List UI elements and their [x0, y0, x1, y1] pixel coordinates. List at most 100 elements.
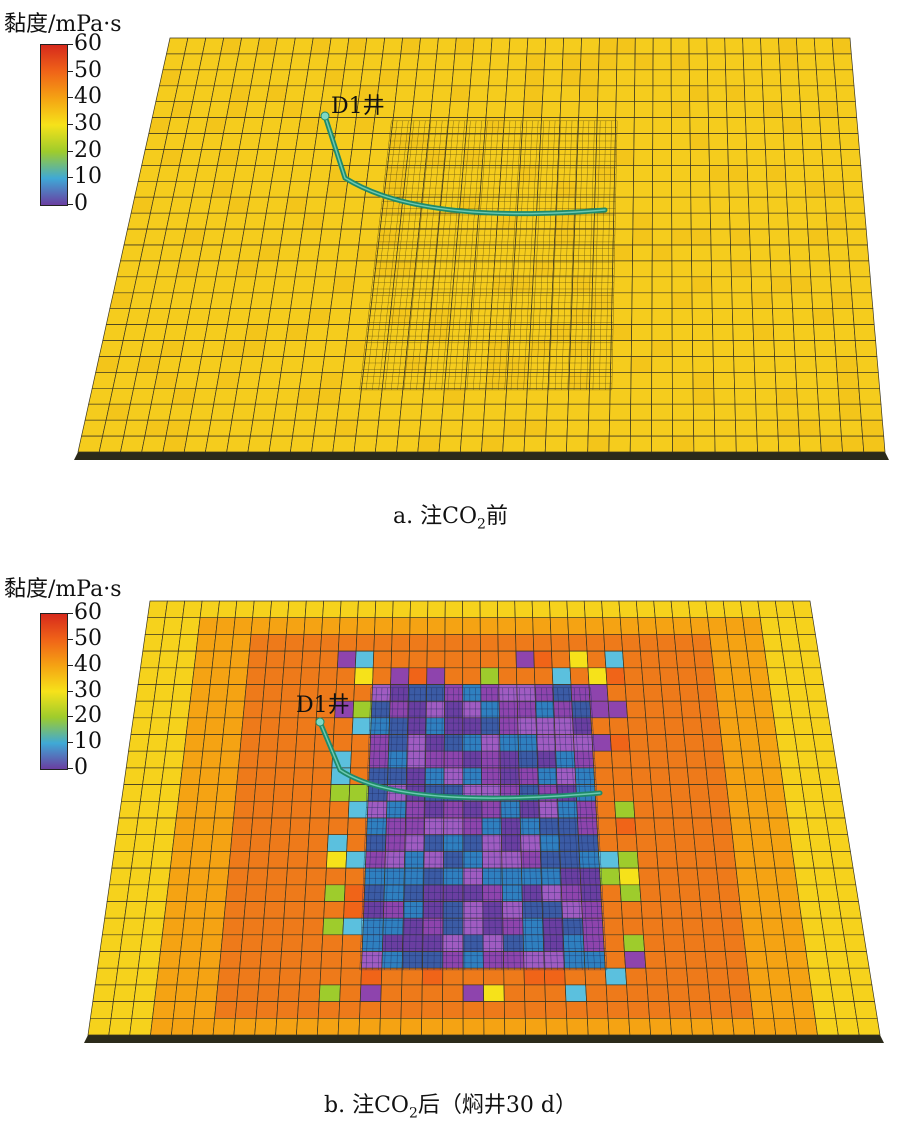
mesh-cell [226, 435, 251, 453]
mesh-cell [671, 149, 691, 166]
mesh-cell [614, 800, 636, 819]
mesh-cell [584, 967, 607, 986]
mesh-cell [222, 717, 244, 735]
mesh-cell [789, 834, 813, 852]
mesh-cell [287, 308, 312, 325]
mesh-cell [152, 276, 177, 294]
mesh-cell [462, 951, 484, 969]
mesh-cell [741, 750, 763, 769]
mesh-cell [396, 435, 420, 453]
mesh-cell [566, 435, 589, 453]
mesh-cell [814, 1017, 839, 1036]
mesh-cell [671, 196, 692, 214]
mesh-cell [160, 634, 181, 652]
mesh-cell [619, 884, 642, 902]
mesh-cell [574, 767, 596, 785]
mesh-cell [783, 149, 805, 166]
mesh-cell [462, 403, 486, 421]
mesh-cell [431, 85, 453, 103]
mesh-cell [688, 53, 708, 71]
mesh-cell [326, 324, 350, 341]
mesh-cell [707, 101, 728, 118]
mesh-cell [726, 634, 748, 652]
mesh-cell [620, 901, 643, 919]
mesh-cell [187, 700, 209, 719]
mesh-cell [206, 700, 227, 719]
mesh-cell [622, 650, 643, 669]
mesh-cell [271, 419, 296, 437]
mesh-cell [652, 101, 672, 118]
mesh-cell [120, 244, 145, 262]
mesh-cell [284, 85, 307, 103]
mesh-cell [170, 851, 193, 869]
mesh-cell [791, 1001, 816, 1019]
mesh-cell [285, 617, 306, 635]
mesh-cell [374, 435, 399, 453]
mesh-cell [135, 684, 157, 702]
mesh-cell [624, 951, 647, 969]
mesh-cell [284, 884, 307, 902]
mesh-cell [742, 53, 763, 71]
mesh-cell [735, 867, 758, 886]
mesh-cell [219, 133, 243, 150]
mesh-cell [727, 133, 748, 150]
mesh-cell [724, 37, 744, 55]
mesh-cell [503, 1001, 526, 1019]
mesh-cells [77, 37, 886, 453]
mesh-cell [229, 85, 252, 103]
mesh-cell [485, 372, 508, 389]
mesh-cell [146, 884, 169, 902]
mesh-cell [672, 403, 694, 421]
mesh-cell [798, 419, 821, 437]
mesh-cell [773, 717, 796, 735]
mesh-cell [261, 700, 282, 719]
mesh-cell [483, 1017, 506, 1036]
mesh-cell [180, 617, 201, 635]
mesh-cell [732, 340, 755, 357]
mesh-cell [390, 667, 410, 685]
mesh-cell [482, 419, 506, 437]
mesh-cell [257, 984, 280, 1002]
mesh-cell [211, 650, 233, 669]
mesh-cell [547, 372, 570, 389]
mesh-cell [324, 340, 348, 357]
mesh-cell [298, 984, 321, 1002]
mesh-cell [774, 356, 797, 373]
mesh-cell [230, 180, 253, 198]
mesh-cell [291, 784, 313, 802]
mesh-cell [794, 356, 817, 373]
mesh-cell [646, 734, 668, 752]
mesh-cell [245, 667, 267, 685]
mesh-cell [566, 1017, 589, 1036]
mesh-cell [762, 101, 783, 118]
mesh-cell [638, 634, 659, 652]
mesh-cell [709, 800, 731, 819]
mesh-cell [583, 951, 606, 969]
mesh-cell [579, 69, 599, 87]
mesh-cell [255, 767, 277, 785]
mesh-cell [300, 951, 323, 969]
mesh-cell [279, 951, 303, 969]
mesh-cell [143, 228, 167, 246]
mesh-cell [420, 403, 444, 421]
mesh-cell [185, 117, 209, 134]
mesh-cell [788, 244, 811, 262]
mesh-cell [632, 212, 653, 230]
mesh-cell [702, 734, 724, 752]
mesh-cell [585, 634, 606, 652]
mesh-cell [498, 667, 518, 685]
mesh-cell [292, 419, 317, 437]
mesh-cell [201, 133, 224, 150]
mesh-cell [777, 419, 800, 437]
mesh-cell [608, 435, 631, 453]
mesh-cell [710, 817, 733, 836]
mesh-cell [296, 717, 317, 735]
mesh-cell [590, 324, 612, 341]
mesh-cell [285, 196, 308, 214]
mesh-cell [396, 69, 418, 87]
mesh-cell [799, 650, 822, 669]
mesh-cell [734, 387, 757, 405]
mesh-cell [757, 600, 779, 619]
mesh-cell [177, 784, 200, 802]
mesh-cell [755, 403, 778, 421]
